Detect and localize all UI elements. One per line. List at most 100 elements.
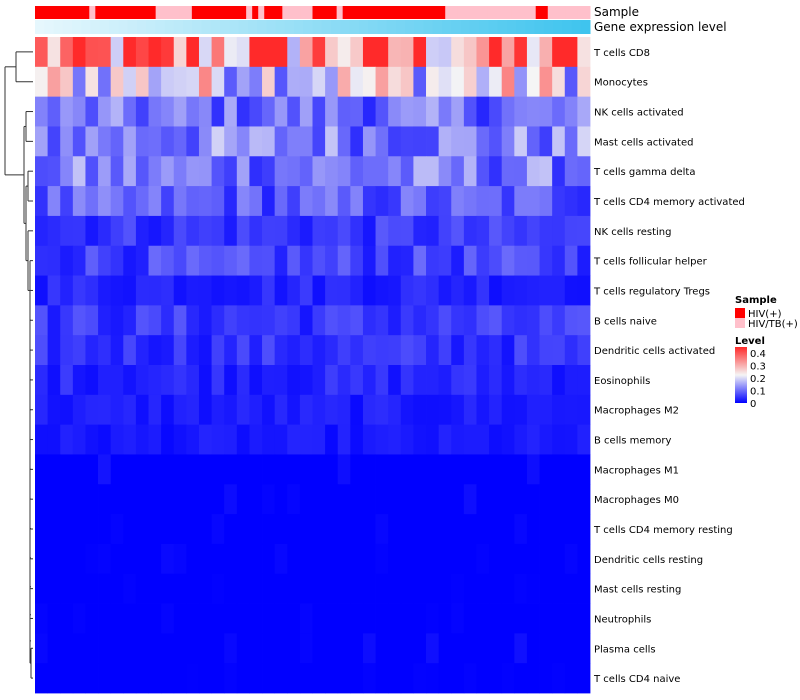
heatmap-cell (198, 126, 212, 157)
heatmap-cell (476, 484, 490, 515)
heatmap-cell (514, 305, 528, 336)
heatmap-cell (211, 126, 225, 157)
heatmap-cell (47, 394, 61, 426)
heatmap-cell (198, 156, 212, 187)
expression-annotation-cell (303, 20, 313, 34)
heatmap-cell (451, 96, 465, 127)
sample-annotation-cell (282, 6, 289, 19)
expression-annotation-cell (257, 20, 267, 34)
sample-annotation-cell (77, 6, 84, 19)
heatmap-cell (426, 305, 440, 336)
level-tick-label: 0.2 (750, 374, 766, 385)
expression-annotation-cell (146, 20, 156, 34)
heatmap-cell (123, 365, 137, 396)
heatmap-cell (489, 394, 503, 426)
heatmap-cell (85, 543, 99, 575)
heatmap-cell (161, 96, 175, 127)
heatmap-cell (123, 454, 137, 485)
row-label: NK cells resting (594, 227, 671, 238)
heatmap-cell (299, 484, 313, 515)
heatmap-cell (98, 305, 112, 336)
heatmap-cell (85, 96, 99, 127)
heatmap-cell (489, 126, 503, 157)
heatmap-cell (362, 484, 376, 515)
heatmap-cell (564, 335, 578, 366)
sample-annotation-cell (421, 6, 428, 19)
expression-annotation-cell (451, 20, 461, 34)
heatmap-cells (35, 37, 591, 694)
heatmap-cell (35, 365, 49, 396)
heatmap-cell (72, 484, 86, 515)
heatmap-cell (161, 365, 175, 396)
heatmap-cell (337, 394, 351, 426)
heatmap-cell (564, 186, 578, 217)
sample-annotation-cell (427, 6, 434, 19)
heatmap-cell (236, 335, 250, 366)
heatmap-cell (148, 37, 162, 68)
heatmap-cell (337, 96, 351, 127)
heatmap-cell (337, 484, 351, 515)
heatmap-cell (489, 514, 503, 545)
heatmap-cell (413, 96, 427, 127)
heatmap-cell (173, 514, 187, 545)
heatmap-cell (249, 603, 263, 634)
heatmap-cell (501, 424, 515, 455)
heatmap-cell (224, 66, 238, 98)
heatmap-cell (274, 603, 288, 634)
expression-annotation-cell (229, 20, 239, 34)
heatmap-cell (362, 215, 376, 247)
heatmap-cell (299, 454, 313, 485)
heatmap-cell (476, 186, 490, 217)
heatmap-cell (287, 186, 301, 217)
heatmap-cell (211, 186, 225, 217)
heatmap-cell (161, 186, 175, 217)
heatmap-cell (451, 424, 465, 455)
row-label: Dendritic cells resting (594, 555, 703, 566)
heatmap-cell (186, 66, 200, 98)
heatmap-cell (489, 484, 503, 515)
heatmap-cell (135, 335, 149, 366)
heatmap-cell (236, 573, 250, 604)
heatmap-cell (438, 156, 452, 187)
sample-annotation-cell (312, 6, 320, 19)
heatmap-cell (35, 275, 49, 306)
heatmap-cell (110, 37, 124, 68)
heatmap-cell (539, 37, 553, 68)
expression-annotation-cell (136, 20, 147, 34)
heatmap-cell (60, 156, 74, 187)
sample-annotation-cell (167, 6, 175, 19)
heatmap-cell (451, 245, 465, 276)
heatmap-cell (60, 215, 74, 247)
heatmap-cell (375, 66, 389, 98)
heatmap-cell (224, 573, 238, 604)
heatmap-cell (400, 66, 414, 98)
expression-annotation-cell (294, 20, 304, 34)
heatmap-cell (564, 424, 578, 455)
heatmap-cell (388, 37, 402, 68)
heatmap-cell (463, 663, 477, 694)
heatmap-cell (299, 663, 313, 694)
heatmap-cell (211, 275, 225, 306)
heatmap-cell (98, 96, 112, 127)
sample-annotation-cell (433, 6, 440, 19)
heatmap-cell (564, 156, 578, 187)
heatmap-cell (476, 663, 490, 694)
heatmap-cell (337, 663, 351, 694)
sample-annotation-cell (384, 6, 392, 19)
heatmap-cell (274, 96, 288, 127)
heatmap-cell (451, 335, 465, 366)
heatmap-cell (60, 543, 74, 575)
heatmap-cell (514, 365, 528, 396)
heatmap-cell (236, 215, 250, 247)
heatmap-cell (186, 156, 200, 187)
heatmap-cell (72, 633, 86, 664)
heatmap-cell (476, 126, 490, 157)
heatmap-cell (526, 305, 540, 336)
heatmap-cell (413, 305, 427, 336)
heatmap-cell (47, 305, 61, 336)
heatmap-cell (337, 245, 351, 276)
row-label: Mast cells resting (594, 585, 681, 596)
heatmap-cell (249, 275, 263, 306)
heatmap-cell (287, 335, 301, 366)
heatmap-cell (388, 186, 402, 217)
